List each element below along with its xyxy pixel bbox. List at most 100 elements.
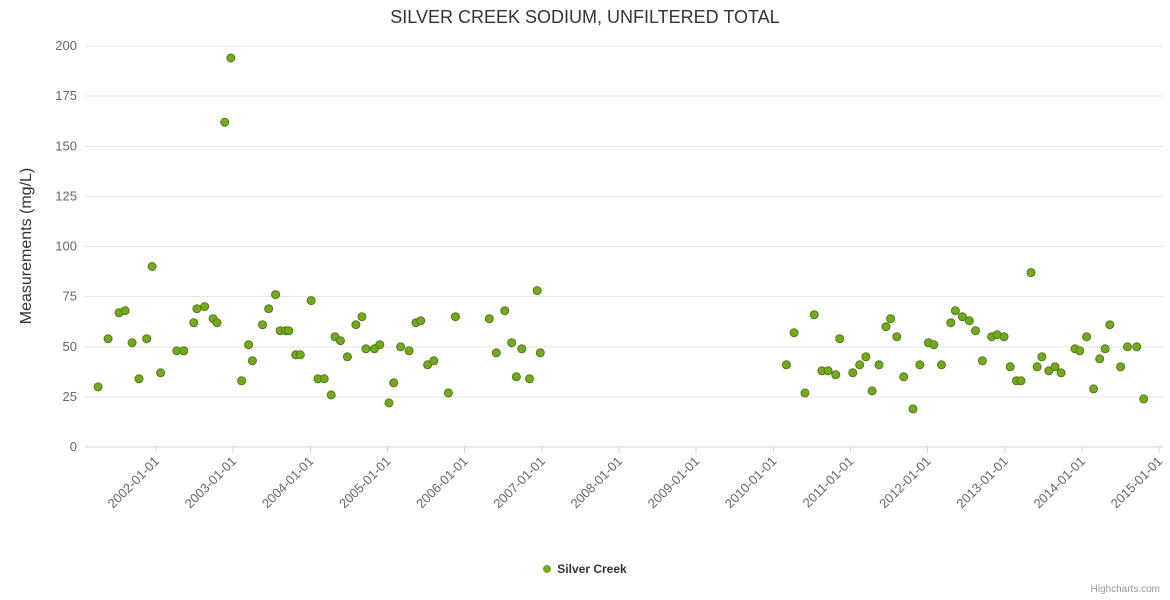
x-axis-tick-label: 2013-01-01 [953, 454, 1011, 512]
data-point[interactable] [429, 356, 439, 366]
data-point[interactable] [532, 286, 542, 296]
data-point[interactable] [484, 314, 494, 324]
data-point[interactable] [500, 306, 510, 316]
data-point[interactable] [848, 368, 858, 378]
data-point[interactable] [1082, 332, 1092, 342]
data-point[interactable] [1050, 362, 1060, 372]
data-point[interactable] [384, 398, 394, 408]
data-point[interactable] [999, 332, 1009, 342]
data-point[interactable] [823, 366, 833, 376]
data-point[interactable] [1100, 344, 1110, 354]
data-point[interactable] [127, 338, 137, 348]
y-axis-tick-label: 25 [63, 389, 77, 404]
data-point[interactable] [237, 376, 247, 386]
data-point[interactable] [142, 334, 152, 344]
data-point[interactable] [1056, 368, 1066, 378]
data-point[interactable] [1026, 268, 1036, 278]
data-point[interactable] [800, 388, 810, 398]
data-point[interactable] [396, 342, 406, 352]
data-point[interactable] [120, 306, 130, 316]
data-point[interactable] [375, 340, 385, 350]
data-point[interactable] [295, 350, 305, 360]
data-point[interactable] [517, 344, 527, 354]
data-point[interactable] [192, 304, 202, 314]
data-point[interactable] [351, 320, 361, 330]
data-point[interactable] [855, 360, 865, 370]
data-point[interactable] [200, 302, 210, 312]
data-point[interactable] [861, 352, 871, 362]
highcharts-credits-link[interactable]: Highcharts.com [1090, 584, 1160, 595]
data-point[interactable] [781, 360, 791, 370]
data-point[interactable] [511, 372, 521, 382]
data-point[interactable] [1032, 362, 1042, 372]
data-point[interactable] [789, 328, 799, 338]
data-point[interactable] [264, 304, 274, 314]
data-point[interactable] [908, 404, 918, 414]
data-point[interactable] [244, 340, 254, 350]
data-point[interactable] [1016, 376, 1026, 386]
data-point[interactable] [977, 356, 987, 366]
data-point[interactable] [147, 262, 157, 271]
data-point[interactable] [1037, 352, 1047, 362]
data-point[interactable] [247, 356, 257, 366]
x-axis-tick-label: 2004-01-01 [259, 454, 317, 512]
data-point[interactable] [1123, 342, 1132, 352]
data-point[interactable] [306, 296, 316, 306]
data-point[interactable] [271, 290, 281, 300]
data-point[interactable] [450, 312, 460, 322]
data-point[interactable] [1005, 362, 1015, 372]
data-point[interactable] [1089, 384, 1099, 394]
data-point[interactable] [93, 382, 103, 392]
data-point[interactable] [326, 390, 336, 400]
data-point[interactable] [103, 334, 113, 344]
data-point[interactable] [886, 314, 896, 324]
data-point[interactable] [189, 318, 199, 328]
data-point[interactable] [404, 346, 414, 356]
data-point[interactable] [899, 372, 909, 382]
data-point[interactable] [809, 310, 819, 320]
data-point[interactable] [335, 336, 345, 346]
data-point[interactable] [525, 374, 534, 384]
data-point[interactable] [1139, 394, 1149, 404]
data-point[interactable] [867, 386, 877, 396]
data-point[interactable] [1105, 320, 1115, 330]
data-point[interactable] [946, 318, 956, 328]
data-point[interactable] [507, 338, 517, 348]
data-point[interactable] [957, 312, 967, 322]
data-point[interactable] [881, 322, 891, 332]
data-point[interactable] [134, 374, 144, 384]
data-point[interactable] [971, 326, 980, 336]
data-point[interactable] [1132, 342, 1142, 352]
data-point[interactable] [535, 348, 545, 358]
data-point[interactable] [258, 320, 267, 330]
data-point[interactable] [937, 360, 946, 370]
data-point[interactable] [1116, 362, 1126, 372]
data-point[interactable] [179, 346, 189, 356]
data-point[interactable] [212, 318, 222, 328]
data-point[interactable] [491, 348, 501, 358]
data-point[interactable] [950, 306, 960, 316]
data-point[interactable] [1095, 354, 1105, 364]
data-point[interactable] [357, 312, 367, 322]
data-point[interactable] [929, 340, 939, 350]
data-point[interactable] [416, 316, 426, 326]
data-point[interactable] [319, 374, 329, 384]
legend-item-silver-creek[interactable]: Silver Creek [543, 562, 627, 576]
data-point[interactable] [389, 378, 399, 388]
data-point[interactable] [220, 117, 230, 127]
data-point[interactable] [831, 370, 841, 380]
data-point[interactable] [423, 360, 433, 370]
data-point[interactable] [1044, 366, 1054, 376]
data-point[interactable] [342, 352, 352, 362]
data-point[interactable] [835, 334, 845, 344]
data-point[interactable] [874, 360, 884, 370]
data-point[interactable] [156, 368, 166, 378]
data-point[interactable] [443, 388, 453, 398]
data-point[interactable] [361, 344, 371, 354]
data-point[interactable] [915, 360, 925, 370]
data-point[interactable] [964, 316, 974, 326]
data-point[interactable] [1075, 346, 1085, 356]
data-point[interactable] [284, 326, 294, 336]
data-point[interactable] [226, 53, 236, 63]
data-point[interactable] [892, 332, 902, 342]
